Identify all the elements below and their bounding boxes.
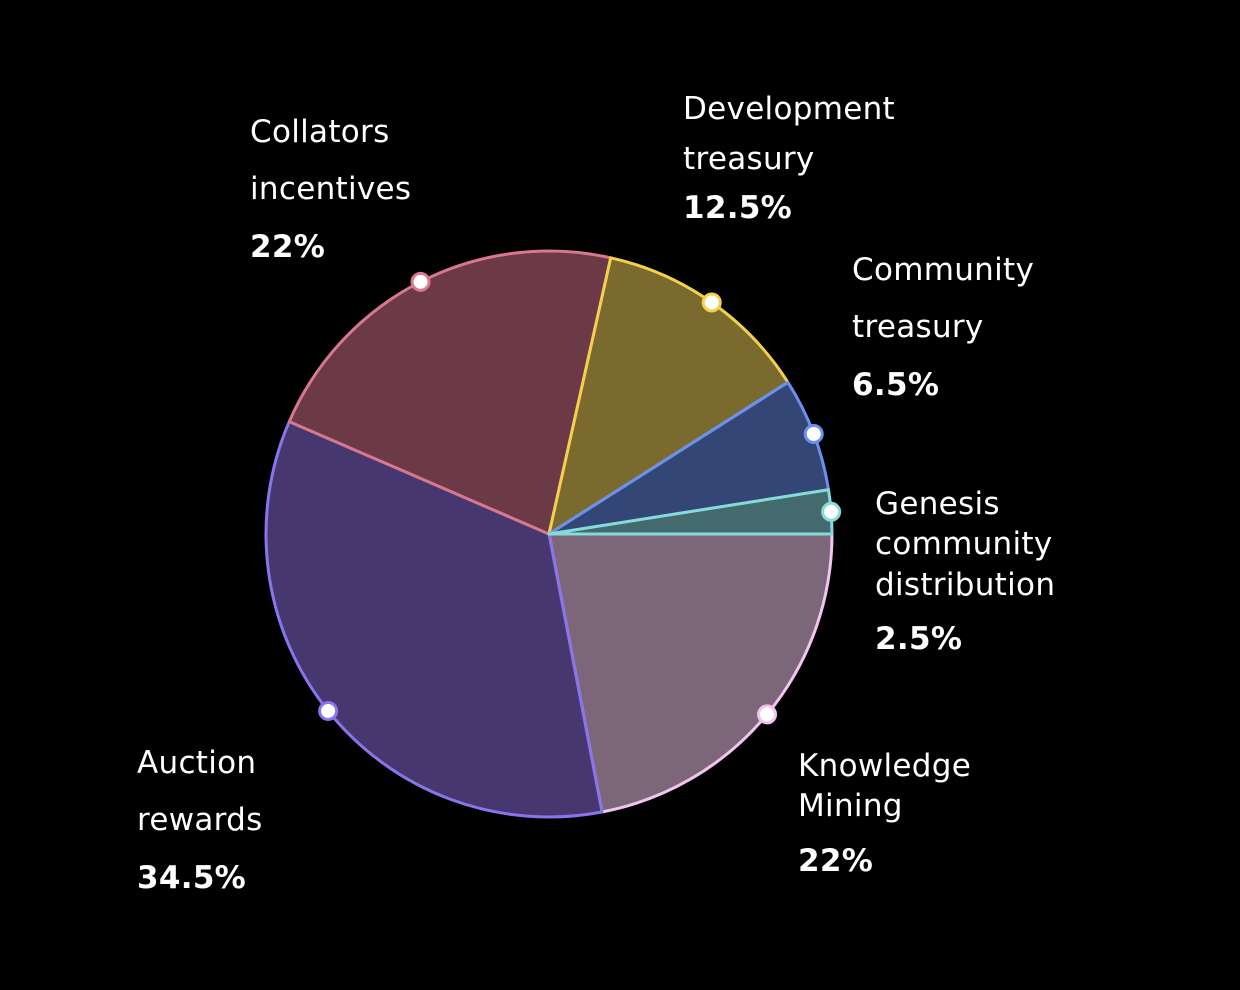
label-name: Knowledge Mining [798,748,972,825]
label-auction: Auction rewards 34.5% [137,735,287,907]
label-community: Community treasury 6.5% [852,242,1052,414]
label-knowledge: Knowledge Mining 22% [798,746,988,881]
slice-marker-dot [701,292,722,313]
label-value: 22% [798,842,874,879]
label-value: 12.5% [683,190,793,227]
slice-marker-dot [757,704,778,725]
label-value: 34.5% [137,859,247,896]
slice-marker-dot [318,700,339,721]
label-name: Community treasury [852,252,1035,346]
label-value: 6.5% [852,366,940,403]
label-collators: Collators incentives 22% [250,104,440,276]
slice-marker-dot [410,271,431,292]
label-development: Development treasury 12.5% [683,85,903,234]
label-name: Auction rewards [137,745,263,839]
slice-marker-dot [803,423,824,444]
label-value: 22% [250,228,326,265]
label-genesis: Genesis community distribution 2.5% [875,484,1075,659]
label-name: Collators incentives [250,114,412,208]
label-value: 2.5% [875,620,963,657]
label-name: Genesis community distribution [875,486,1056,603]
label-name: Development treasury [683,91,895,177]
slice-marker-dot [821,501,842,522]
